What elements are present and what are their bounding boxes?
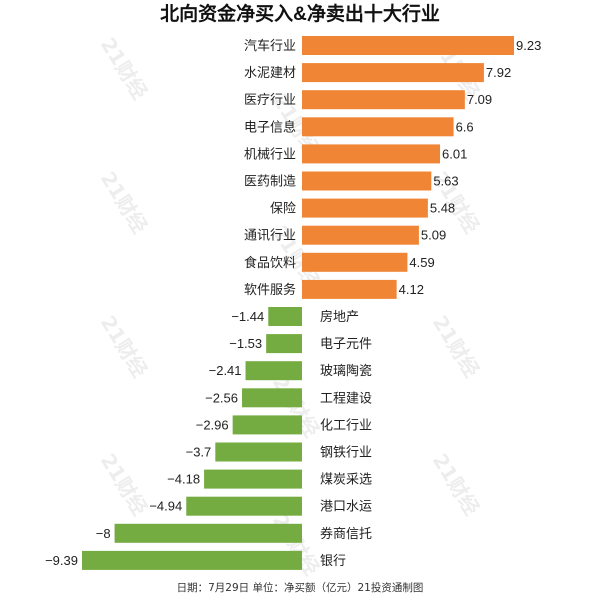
bar [302,90,465,110]
category-label: 保险 [270,202,296,217]
watermark: 21财经 [428,311,484,381]
value-label: −4.18 [167,472,200,487]
value-label: 7.09 [467,92,492,107]
category-label: 医药制造 [244,175,296,190]
value-label: 5.48 [430,201,455,216]
bar [302,63,484,83]
category-label: 房地产 [320,309,359,325]
bar [114,523,302,543]
value-label: −2.56 [205,390,238,405]
bar [302,36,514,55]
value-label: 9.23 [516,38,541,53]
value-label: −9.39 [45,553,78,568]
value-label: −2.96 [196,417,229,432]
value-label: −4.94 [149,499,182,514]
category-label: 通讯行业 [244,229,296,244]
category-label: 券商信托 [320,526,372,542]
category-label: 钢铁行业 [320,446,372,461]
bar [268,307,302,326]
category-label: 医疗行业 [244,93,296,108]
watermark: 21财经 [96,449,152,519]
bar [302,144,441,164]
value-label: 6.6 [456,119,474,134]
value-label: 4.12 [399,282,424,297]
watermark: 21财经 [428,449,484,519]
value-label: 4.59 [409,255,434,270]
bar [204,469,302,489]
value-label: 7.92 [486,65,511,80]
bar [266,334,302,354]
category-label: 港口水运 [320,500,372,515]
value-label: 6.01 [442,146,467,161]
bar [302,252,408,272]
chart-footer: 日期：7月29日 单位：净买额（亿元）21投资通制图 [177,581,424,594]
category-label: 软件服务 [244,282,296,298]
value-label: 5.63 [433,174,458,189]
category-label: 煤炭采选 [320,473,372,488]
category-label: 汽车行业 [244,38,296,54]
category-label: 食品饮料 [244,255,296,271]
bar [302,225,419,245]
value-label: −1.44 [231,309,264,324]
category-label: 玻璃陶瓷 [320,363,372,379]
bar [302,117,454,137]
category-label: 化工行业 [320,418,372,433]
watermark: 21财经 [96,33,152,103]
bar [245,361,302,381]
category-label: 电子元件 [320,337,372,352]
category-label: 电子信息 [244,119,296,135]
labels-layer: 汽车行业 9.23 水泥建材 7.92 医疗行业 7.09 电子信息 6.6 机械行业 6.01 医… [45,38,541,569]
category-label: 机械行业 [244,147,296,162]
category-label: 工程建设 [320,391,372,406]
bar [82,550,302,570]
bar [302,198,428,218]
bar [302,279,397,299]
watermark: 21财经 [96,167,152,237]
value-label: −2.41 [209,363,242,378]
watermark: 21财经 [96,311,152,381]
category-label: 水泥建材 [244,66,296,81]
bars-layer [82,36,514,570]
category-label: 银行 [320,554,346,569]
chart-title: 北向资金净买入&净卖出十大行业 [160,2,440,25]
value-label: −3.7 [186,445,212,460]
bar [242,388,302,408]
value-label: −1.53 [229,336,262,351]
value-label: −8 [96,526,111,541]
bar [215,442,302,462]
bar [186,496,302,516]
bar [232,415,302,435]
bar [302,171,432,191]
value-label: 5.09 [421,228,446,243]
